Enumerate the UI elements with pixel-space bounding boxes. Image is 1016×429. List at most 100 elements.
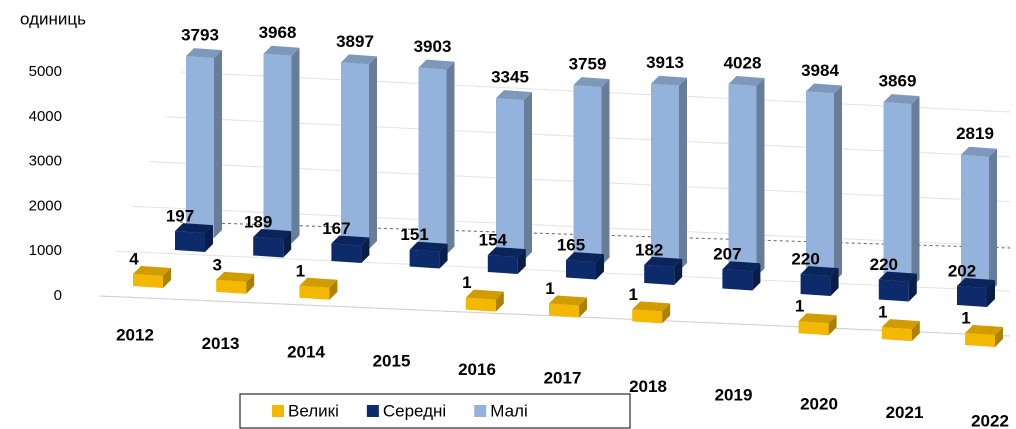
data-label: 3897 xyxy=(336,32,374,51)
data-label: 3869 xyxy=(879,72,917,91)
bar xyxy=(341,54,377,249)
bar-top xyxy=(496,90,532,101)
x-tick-label: 2014 xyxy=(287,343,325,362)
bar-top xyxy=(299,277,338,288)
data-label: 182 xyxy=(635,240,663,259)
data-label: 3903 xyxy=(414,37,452,56)
data-label: 1 xyxy=(961,308,970,327)
bar-front xyxy=(409,249,440,269)
data-label: 189 xyxy=(244,213,272,232)
bar-side xyxy=(674,258,683,285)
bar-top xyxy=(465,289,504,300)
bar-side xyxy=(830,268,839,296)
bar-top xyxy=(549,295,587,306)
data-label: 165 xyxy=(557,236,585,255)
bar-front xyxy=(957,285,987,307)
bar-top xyxy=(728,76,765,87)
data-label: 2819 xyxy=(956,124,994,143)
x-tick-label: 2012 xyxy=(116,325,154,344)
bar xyxy=(216,271,255,294)
data-label: 1 xyxy=(462,273,471,292)
legend-label: Великі xyxy=(288,401,339,420)
bar xyxy=(728,76,765,277)
bar-top xyxy=(806,83,842,94)
x-tick-label: 2018 xyxy=(629,377,667,396)
legend-swatch xyxy=(366,405,379,417)
bar-side xyxy=(989,148,997,293)
x-tick-label: 2017 xyxy=(544,368,582,387)
bar-side xyxy=(679,77,687,271)
data-label: 220 xyxy=(791,250,819,269)
x-tick-label: 2021 xyxy=(886,403,924,422)
legend-swatch xyxy=(474,405,487,417)
legend-swatch xyxy=(272,405,284,417)
bar-front xyxy=(965,333,995,347)
bar xyxy=(961,146,997,293)
bar-side xyxy=(361,237,370,263)
bar xyxy=(651,75,687,271)
bar xyxy=(800,266,839,296)
data-label: 197 xyxy=(166,207,194,226)
bar-side xyxy=(908,273,917,302)
data-label: 4 xyxy=(129,249,139,268)
bar-side xyxy=(911,321,920,342)
bar-front xyxy=(299,285,330,300)
bar-side xyxy=(995,327,1003,347)
bar-front xyxy=(800,274,831,296)
data-label: 3984 xyxy=(801,61,839,80)
bar xyxy=(965,325,1003,347)
bar-side xyxy=(756,78,765,277)
bar-front xyxy=(496,98,524,260)
bar-side xyxy=(828,315,837,336)
y-tick-label: 4000 xyxy=(29,108,62,125)
bar-side xyxy=(596,254,604,280)
bar-top xyxy=(487,247,526,258)
bar xyxy=(263,45,300,244)
x-tick-label: 2019 xyxy=(715,386,753,405)
bar-top xyxy=(800,266,839,277)
data-label: 207 xyxy=(713,245,741,264)
bar-side xyxy=(329,279,338,300)
bar xyxy=(175,223,213,252)
bar-top xyxy=(965,325,1003,335)
x-tick-label: 2022 xyxy=(971,411,1009,429)
bar-top xyxy=(651,75,687,86)
legend-box xyxy=(239,393,631,429)
legend-label: Малі xyxy=(490,401,528,420)
bar xyxy=(133,266,171,288)
bar-top xyxy=(798,313,837,324)
bar-front xyxy=(487,255,518,274)
x-tick-label: 2020 xyxy=(800,394,838,413)
data-label: 167 xyxy=(322,219,350,238)
bar-top xyxy=(175,223,213,234)
bar-front xyxy=(632,309,663,324)
bar xyxy=(883,94,920,288)
bar-front xyxy=(806,91,834,282)
data-label: 1 xyxy=(795,297,804,316)
grid-line xyxy=(116,250,1011,292)
bar-front xyxy=(186,56,214,238)
bar-top xyxy=(253,229,292,240)
bar-side xyxy=(524,92,532,260)
legend-label: Середні xyxy=(383,401,446,420)
bar xyxy=(881,319,920,342)
bar-side xyxy=(163,268,171,288)
data-label: 154 xyxy=(479,231,508,250)
bar-top xyxy=(418,59,455,70)
bar-front xyxy=(175,231,205,252)
bar xyxy=(632,301,671,324)
data-label: 1 xyxy=(296,261,305,280)
data-label: 3 xyxy=(212,255,221,274)
bar xyxy=(409,241,448,269)
bar xyxy=(806,83,842,282)
bar-side xyxy=(283,231,292,258)
bar-front xyxy=(253,237,284,258)
bar xyxy=(722,261,761,291)
bar-side xyxy=(601,79,610,266)
bar-front xyxy=(573,85,602,266)
bar-side xyxy=(517,249,526,274)
bar-side xyxy=(987,279,995,307)
bar-front xyxy=(728,84,757,277)
x-tick-label: 2016 xyxy=(458,360,496,379)
bar-top xyxy=(883,94,920,105)
